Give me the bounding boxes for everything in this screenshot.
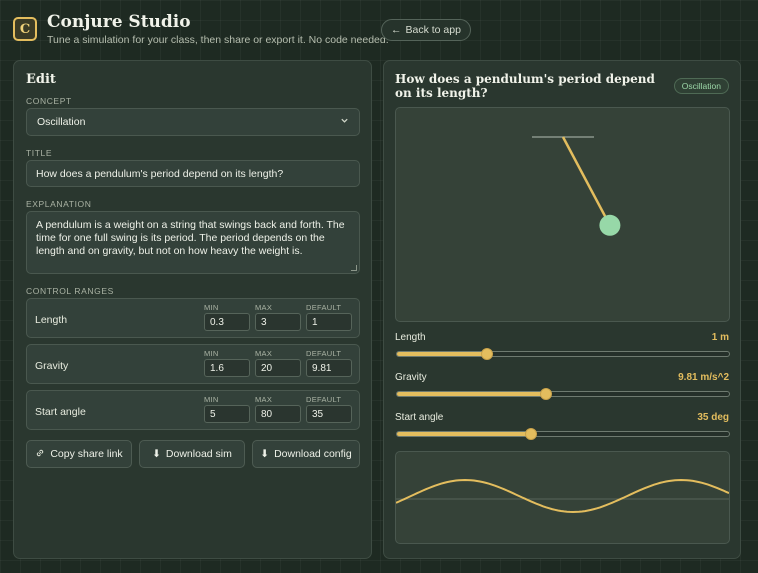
- edit-panel: Edit CONCEPT Oscillation TITLE How does …: [13, 60, 372, 559]
- motion-graph: [395, 451, 730, 544]
- max-label: MAX: [255, 303, 273, 312]
- concept-badge: Oscillation: [673, 78, 729, 94]
- preview-panel: How does a pendulum's period depend on i…: [383, 60, 741, 559]
- title-input-value: How does a pendulum's period depend on i…: [36, 167, 284, 180]
- gravity-min-input[interactable]: 1.6: [204, 359, 250, 377]
- link-icon: [35, 448, 45, 461]
- start-angle-control-label: Start angle: [395, 412, 444, 423]
- control-ranges-label: CONTROL RANGES: [26, 286, 114, 296]
- default-label: DEFAULT: [306, 303, 342, 312]
- slider-fill: [397, 432, 532, 436]
- app-subtitle: Tune a simulation for your class, then s…: [47, 34, 389, 46]
- max-label: MAX: [255, 349, 273, 358]
- app-logo: C: [13, 17, 37, 41]
- range-row-length: Length MIN 0.3 MAX 3 DEFAULT 1: [26, 298, 360, 338]
- copy-share-link-button[interactable]: Copy share link: [26, 440, 132, 468]
- concept-select[interactable]: Oscillation: [26, 108, 360, 136]
- slider-fill: [397, 392, 547, 396]
- sim-title: How does a pendulum's period depend on i…: [395, 72, 655, 100]
- gravity-default-input[interactable]: 9.81: [306, 359, 352, 377]
- length-default-input[interactable]: 1: [306, 313, 352, 331]
- length-control-label: Length: [395, 332, 426, 343]
- min-label: MIN: [204, 395, 219, 404]
- range-name: Length: [35, 314, 68, 326]
- start-angle-max-input[interactable]: 80: [255, 405, 301, 423]
- download-sim-label: Download sim: [165, 448, 232, 460]
- back-to-app-label: Back to app: [405, 24, 461, 36]
- length-max-input[interactable]: 3: [255, 313, 301, 331]
- start-angle-default-input[interactable]: 35: [306, 405, 352, 423]
- chevron-down-icon: [340, 116, 349, 128]
- default-label: DEFAULT: [306, 349, 342, 358]
- start-angle-control-value: 35 deg: [697, 412, 729, 423]
- length-slider[interactable]: [396, 348, 730, 360]
- arrow-left-icon: ←: [391, 24, 402, 36]
- concept-select-value: Oscillation: [37, 116, 86, 128]
- explanation-label: EXPLANATION: [26, 199, 92, 209]
- explanation-textarea[interactable]: A pendulum is a weight on a string that …: [26, 211, 360, 274]
- download-config-label: Download config: [274, 448, 352, 460]
- gravity-slider[interactable]: [396, 388, 730, 400]
- range-name: Gravity: [35, 360, 69, 372]
- slider-thumb[interactable]: [540, 388, 553, 400]
- default-label: DEFAULT: [306, 395, 342, 404]
- gravity-control-label: Gravity: [395, 372, 427, 383]
- title-input[interactable]: How does a pendulum's period depend on i…: [26, 160, 360, 187]
- edit-heading: Edit: [26, 72, 56, 87]
- title-label: TITLE: [26, 148, 53, 158]
- slider-fill: [397, 352, 487, 356]
- range-name: Start angle: [35, 406, 86, 418]
- min-label: MIN: [204, 349, 219, 358]
- range-row-start-angle: Start angle MIN 5 MAX 80 DEFAULT 35: [26, 390, 360, 430]
- length-min-input[interactable]: 0.3: [204, 313, 250, 331]
- resize-handle-icon[interactable]: [351, 265, 357, 271]
- length-control-value: 1 m: [711, 332, 729, 343]
- pendulum-canvas: [395, 107, 730, 322]
- back-to-app-button[interactable]: ← Back to app: [381, 19, 471, 41]
- download-config-button[interactable]: ⬇ Download config: [252, 440, 360, 468]
- download-icon: ⬇: [152, 448, 161, 460]
- copy-share-link-label: Copy share link: [50, 448, 123, 460]
- motion-graph-drawing: [396, 478, 729, 514]
- range-row-gravity: Gravity MIN 1.6 MAX 20 DEFAULT 9.81: [26, 344, 360, 384]
- pendulum-bob: [599, 214, 621, 236]
- gravity-control-value: 9.81 m/s^2: [678, 372, 729, 383]
- start-angle-min-input[interactable]: 5: [204, 405, 250, 423]
- app-title: Conjure Studio: [47, 12, 191, 32]
- download-sim-button[interactable]: ⬇ Download sim: [139, 440, 245, 468]
- gravity-max-input[interactable]: 20: [255, 359, 301, 377]
- oscillation-curve: [396, 478, 729, 514]
- min-label: MIN: [204, 303, 219, 312]
- download-icon: ⬇: [260, 448, 270, 460]
- max-label: MAX: [255, 395, 273, 404]
- start-angle-slider[interactable]: [396, 428, 730, 440]
- slider-thumb[interactable]: [525, 428, 538, 440]
- concept-label: CONCEPT: [26, 96, 72, 106]
- slider-thumb[interactable]: [480, 348, 493, 360]
- pendulum-drawing: [532, 136, 621, 236]
- explanation-text: A pendulum is a weight on a string that …: [36, 219, 345, 257]
- pendulum-string: [561, 136, 612, 226]
